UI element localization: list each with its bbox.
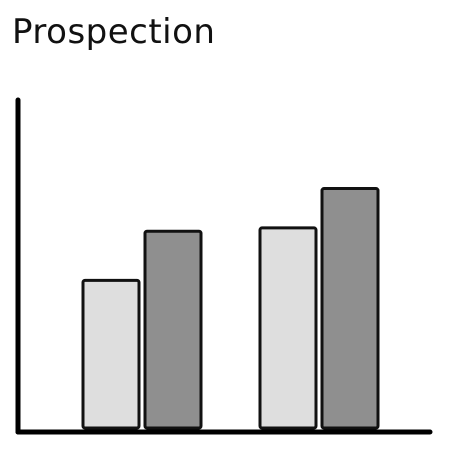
bar-series2-group1 xyxy=(143,229,203,430)
bar-series2-group2 xyxy=(320,187,380,430)
bar-series1-group1 xyxy=(81,278,141,430)
chart-bars xyxy=(81,187,380,430)
bar-series1-group2 xyxy=(258,226,318,430)
chart-title: Prospection xyxy=(12,12,216,52)
